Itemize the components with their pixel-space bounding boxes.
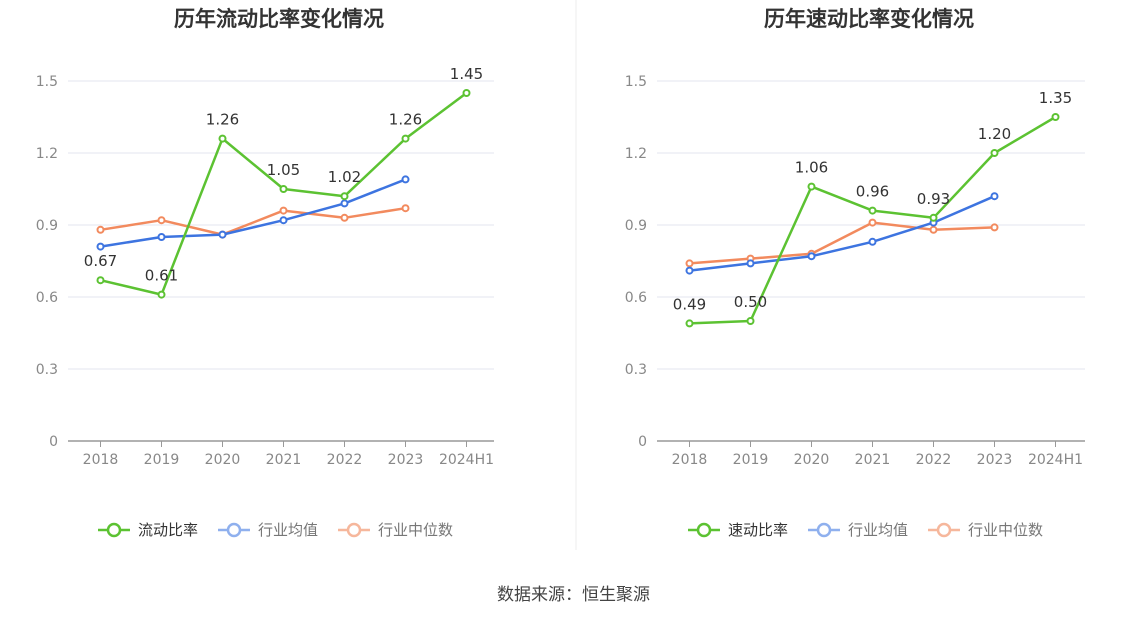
data-point xyxy=(1051,113,1060,121)
data-label: 1.02 xyxy=(328,168,361,186)
data-point xyxy=(746,317,755,325)
x-tick-label: 2021 xyxy=(266,452,302,468)
data-label: 0.96 xyxy=(856,183,889,201)
data-point xyxy=(401,134,410,143)
x-tick-label: 2019 xyxy=(733,452,769,468)
data-point xyxy=(990,192,999,201)
data-point xyxy=(868,218,877,227)
legend-swatch-marker xyxy=(696,522,712,538)
data-point xyxy=(157,290,166,299)
chart-panel-1: 历年流动比率变化情况 0 0.3 0.6 0.9 1.2 1.5 2018 2019 2020 20… xyxy=(36,7,494,539)
data-point xyxy=(218,134,227,143)
data-point xyxy=(807,182,816,191)
y-tick-label: 0.3 xyxy=(36,362,58,378)
x-tick-label: 2023 xyxy=(977,452,1013,468)
legend-swatch-marker xyxy=(346,522,362,538)
data-point xyxy=(340,192,349,201)
legend-item-label: 行业均值 xyxy=(848,521,908,539)
data-point xyxy=(746,259,755,268)
x-tick-label: 2019 xyxy=(144,452,180,468)
data-point xyxy=(929,213,938,222)
x-tick-label: 2020 xyxy=(794,452,830,468)
legend-swatch-marker xyxy=(226,522,242,538)
data-point xyxy=(157,233,166,241)
data-point xyxy=(96,242,105,251)
y-tick-label: 0 xyxy=(49,434,58,450)
data-point xyxy=(868,206,877,215)
chart-title: 历年流动比率变化情况 xyxy=(174,7,384,31)
data-point xyxy=(685,319,694,328)
y-tick-label: 1.2 xyxy=(36,146,58,162)
data-label: 1.20 xyxy=(978,125,1011,143)
x-tick-label: 2020 xyxy=(205,452,241,468)
data-label: 1.45 xyxy=(450,65,483,83)
data-point xyxy=(340,199,349,208)
y-tick-label: 0 xyxy=(638,434,647,450)
x-tick-label: 2018 xyxy=(83,452,119,468)
y-tick-label: 0.9 xyxy=(625,218,647,234)
legend-swatch-marker xyxy=(816,522,832,538)
y-tick-label: 1.2 xyxy=(625,146,647,162)
data-label: 0.49 xyxy=(673,295,706,313)
data-label: 0.67 xyxy=(84,252,117,270)
y-tick-label: 0.6 xyxy=(36,290,58,306)
data-label: 1.26 xyxy=(206,111,239,129)
chart-title: 历年速动比率变化情况 xyxy=(764,7,974,31)
data-label: 0.50 xyxy=(734,293,767,311)
y-tick-label: 1.5 xyxy=(625,74,647,90)
x-tick-label: 2024H1 xyxy=(439,452,494,468)
series-line-3 xyxy=(100,206,406,236)
data-point xyxy=(685,259,694,268)
data-label: 1.35 xyxy=(1039,89,1072,107)
data-point xyxy=(96,276,105,285)
data-point xyxy=(279,216,288,225)
data-point xyxy=(929,225,938,234)
x-tick-label: 2022 xyxy=(916,452,952,468)
data-label: 0.61 xyxy=(145,267,178,285)
legend-swatch-marker xyxy=(936,522,952,538)
x-tick-label: 2024H1 xyxy=(1028,452,1083,468)
chart-panel-2: 历年速动比率变化情况 0 0.3 0.6 0.9 1.2 1.5 2018 2019 2020 20… xyxy=(625,7,1085,539)
data-label: 1.05 xyxy=(267,161,300,179)
data-source-label: 数据来源：恒生聚源 xyxy=(497,585,650,605)
series-line-2 xyxy=(100,178,406,248)
legend-item-label: 行业中位数 xyxy=(378,521,453,539)
series-line-3 xyxy=(689,221,995,265)
legend-item-label: 行业中位数 xyxy=(968,521,1043,539)
y-tick-label: 1.5 xyxy=(36,74,58,90)
data-point xyxy=(96,225,105,234)
legend-item-label: 行业均值 xyxy=(258,521,318,539)
x-tick-label: 2021 xyxy=(855,452,891,468)
series-line-2 xyxy=(689,195,995,272)
data-point xyxy=(462,89,471,97)
data-point xyxy=(340,213,349,222)
data-point xyxy=(279,185,288,193)
data-point xyxy=(157,216,166,225)
data-point xyxy=(685,266,694,275)
data-point xyxy=(868,237,877,246)
legend-swatch-marker xyxy=(106,522,122,538)
y-tick-label: 0.3 xyxy=(625,362,647,378)
data-point xyxy=(218,230,227,239)
y-tick-label: 0.9 xyxy=(36,218,58,234)
y-tick-label: 0.6 xyxy=(625,290,647,306)
data-point xyxy=(990,149,999,157)
data-point xyxy=(401,175,410,184)
data-point xyxy=(279,206,288,215)
x-tick-label: 2022 xyxy=(327,452,363,468)
data-point xyxy=(401,204,410,213)
x-tick-label: 2023 xyxy=(388,452,424,468)
legend-item-label: 流动比率 xyxy=(138,521,198,539)
data-label: 0.93 xyxy=(917,190,950,208)
data-point xyxy=(990,223,999,232)
legend-item-label: 速动比率 xyxy=(728,521,788,539)
data-label: 1.26 xyxy=(389,111,422,129)
data-label: 1.06 xyxy=(795,159,828,177)
data-point xyxy=(807,252,816,261)
x-tick-label: 2018 xyxy=(672,452,708,468)
